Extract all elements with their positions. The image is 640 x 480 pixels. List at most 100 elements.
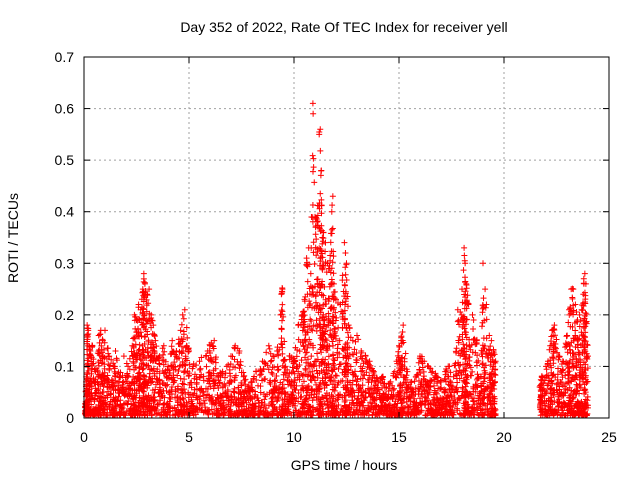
data-point [135,301,142,308]
data-point [316,315,323,322]
data-point [555,353,562,360]
data-point [322,248,329,255]
data-point [333,372,340,379]
data-point [162,358,169,365]
data-point [467,372,474,379]
data-point [145,300,152,307]
data-point [344,293,351,300]
data-point [121,400,128,407]
data-point [375,386,382,393]
data-point [582,361,589,368]
data-point [331,295,338,302]
data-point [314,350,321,357]
data-point [270,401,277,408]
data-point [154,376,161,383]
data-point [474,352,481,359]
data-point [306,261,313,268]
data-point [148,311,155,318]
data-point [296,348,303,355]
data-point [144,292,151,299]
data-point [148,379,155,386]
data-point [300,342,307,349]
data-point [299,327,306,334]
data-point [415,388,422,395]
data-point [482,304,489,311]
data-point [556,400,563,407]
data-point [108,379,115,386]
data-point [198,354,205,361]
data-point [100,373,107,380]
data-point [410,398,417,405]
data-point [151,333,158,340]
data-point [175,383,182,390]
data-point [366,372,373,379]
data-point [261,401,268,408]
data-point [475,357,482,364]
data-point [583,311,590,318]
data-point [450,373,457,380]
data-point [584,378,591,385]
data-point [320,331,327,338]
data-point [569,295,576,302]
data-point [582,338,589,345]
data-point [172,351,179,358]
data-point [302,365,309,372]
data-point [140,275,147,282]
data-point [483,301,490,308]
data-point [304,278,311,285]
y-tick-label: 0.1 [55,358,75,374]
data-point [358,347,365,354]
data-point [328,208,335,215]
data-point [304,329,311,336]
data-point [170,379,177,386]
data-point [454,379,461,386]
x-tick-label: 5 [185,429,193,445]
data-point [310,110,317,117]
data-point [582,319,589,326]
data-point [125,373,132,380]
data-point [332,372,339,379]
data-point [474,362,481,369]
data-point [319,234,326,241]
data-point [211,337,218,344]
data-point [487,343,494,350]
data-point [193,381,200,388]
data-point [94,387,101,394]
data-point [272,405,279,412]
data-point [215,373,222,380]
data-point [343,260,350,267]
data-point [179,395,186,402]
data-point [404,368,411,375]
data-point [473,400,480,407]
data-point [329,342,336,349]
data-point [275,352,282,359]
data-point [438,378,444,385]
data-point [347,363,354,370]
data-point [460,341,467,348]
data-point [403,398,410,405]
data-point [391,385,398,392]
data-point [119,372,126,379]
data-point [547,357,554,364]
data-point [353,357,360,364]
data-point [390,391,397,398]
data-point [210,370,217,377]
data-point [238,382,245,389]
data-point [458,372,465,379]
data-point [291,386,298,393]
data-point [323,301,330,308]
data-point [582,404,589,411]
data-point [202,353,209,360]
data-point [152,405,159,412]
data-point [544,382,551,389]
data-point [552,344,559,351]
data-point [461,252,468,259]
data-point [337,361,344,368]
data-point [339,272,346,279]
data-point [319,406,326,413]
data-point [193,392,200,399]
data-point [331,288,338,295]
data-point [358,355,365,362]
data-point [300,378,307,385]
data-point [418,391,425,398]
